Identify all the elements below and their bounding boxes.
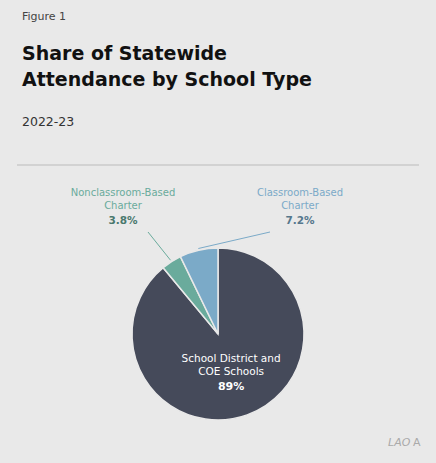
separator [17,165,419,166]
pie [132,248,304,420]
pie-slice [180,248,218,334]
pie-slice [132,248,304,420]
background [0,0,436,463]
chart-container: Figure 1 Share of Statewide Attendance by … [0,0,436,463]
title: Share of Statewide [22,42,227,64]
data-label: 3.8% [108,214,138,226]
subtitle: 2022-23 [22,114,74,129]
data-label: 89% [218,380,244,393]
data-label: 7.2% [285,214,315,226]
slice-label-line: Charter [104,200,143,211]
slice-label-line: Charter [281,200,320,211]
labels: School District andCOE Schools 89% Nonclas… [71,187,343,393]
slice-label: Classroom-Based Charter [257,187,343,211]
chart: Figure 1 Share of Statewide Attendance by … [0,0,436,463]
slice-label-line: COE Schools [198,365,264,377]
slice-label: Nonclassroom-Based Charter [71,187,176,211]
figure-label: Figure 1 [22,10,66,23]
logo: LAO [388,436,411,449]
title: Attendance by School Type [22,68,312,90]
slice-label: School District andCOE Schools [182,352,281,377]
logo: A [413,436,421,449]
leader-line [198,232,270,249]
slice-label-line: Classroom-Based [257,187,343,198]
slice-label-line: School District and [182,352,281,364]
slice-label-line: Nonclassroom-Based [71,187,176,198]
leader-line [148,232,171,260]
